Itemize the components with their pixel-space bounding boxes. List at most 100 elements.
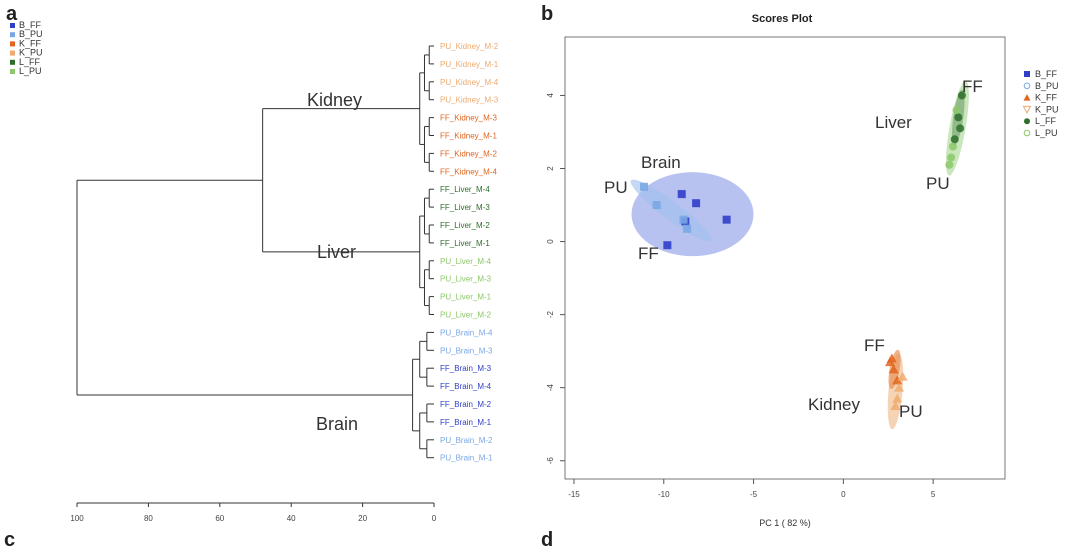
plot-frame (564, 36, 1006, 480)
cluster-label-liver: Liver (317, 242, 356, 262)
point-K_PU (897, 371, 908, 381)
leaf-label: FF_Liver_M-4 (440, 185, 490, 194)
point-K_PU (890, 400, 901, 410)
dendro-tick-label: 60 (215, 514, 224, 523)
scores-plot: Scores Plot -15 -10 -5 0 5 4 2 0 -2 -4 -6 PC 1 ( 82 … (546, 13, 1059, 528)
leaf-label: PU_Liver_M-2 (440, 311, 492, 320)
annotation-liver-pu: PU (926, 174, 950, 193)
legend-marker-K_PU (10, 50, 15, 56)
cluster-label-brain: Brain (316, 414, 358, 434)
legend-label-B_FF: B_FF (19, 20, 42, 30)
dendrogram: B_FFB_PUK_FFK_PUL_FFL_PU PU_Kidney_M-2 PU_… (10, 20, 499, 523)
leaf-label: FF_Liver_M-1 (440, 239, 490, 248)
legend-marker-B_FF (1024, 71, 1030, 77)
point-B_FF (663, 241, 672, 250)
point-B_FF (692, 199, 701, 208)
leaf-label: PU_Kidney_M-1 (440, 60, 499, 69)
y-tick-label: 4 (546, 93, 555, 98)
point-B_PU (679, 215, 688, 224)
leaf-label: FF_Brain_M-1 (440, 418, 492, 427)
x-tick-label: 0 (841, 490, 846, 499)
legend-label-B_PU: B_PU (19, 29, 43, 39)
annotation-kidney-ff: FF (864, 336, 885, 355)
dendro-tick-label: 80 (144, 514, 153, 523)
x-tick-label: 5 (931, 490, 936, 499)
scores-legend-label-L_PU: L_PU (1035, 128, 1058, 138)
annotation-kidney-pu: PU (899, 402, 923, 421)
y-tick-label: -6 (546, 457, 555, 465)
point-L_PU (948, 142, 957, 151)
legend-label-L_FF: L_FF (19, 57, 41, 67)
legend-label-L_PU: L_PU (19, 66, 42, 76)
x-tick-label: -10 (658, 490, 670, 499)
leaf-label: PU_Brain_M-1 (440, 454, 493, 463)
point-K_PU (892, 393, 903, 403)
legend-marker-L_FF (10, 59, 15, 65)
dendro-tick-label: 20 (358, 514, 367, 523)
point-L_FF (954, 113, 963, 122)
scores-legend-label-B_PU: B_PU (1035, 81, 1059, 91)
point-L_FF (950, 135, 959, 144)
leaf-label: FF_Kidney_M-1 (440, 132, 497, 141)
point-L_PU (945, 160, 954, 169)
leaf-label: PU_Liver_M-3 (440, 275, 492, 284)
point-L_PU (952, 106, 961, 115)
leaf-label: FF_Brain_M-3 (440, 364, 492, 373)
leaf-label: PU_Brain_M-4 (440, 328, 493, 337)
dendro-tick-label: 0 (432, 514, 437, 523)
y-tick-label: 2 (546, 166, 555, 171)
point-K_FF (892, 375, 903, 385)
y-tick-label: -4 (546, 384, 555, 392)
leaf-label: PU_Kidney_M-4 (440, 78, 499, 87)
annotation-brain: Brain (641, 153, 681, 172)
scores-legend-label-L_FF: L_FF (1035, 116, 1057, 126)
point-L_PU (947, 153, 956, 162)
legend-marker-K_FF (10, 41, 15, 47)
leaf-label: FF_Brain_M-2 (440, 400, 492, 409)
legend-marker-B_PU (10, 32, 15, 38)
cluster-label-kidney: Kidney (307, 90, 362, 110)
leaf-label: FF_Brain_M-4 (440, 382, 492, 391)
legend-marker-L_PU (10, 69, 15, 74)
leaf-label: FF_Kidney_M-3 (440, 114, 497, 123)
annotation-kidney: Kidney (808, 395, 860, 414)
leaf-label: FF_Kidney_M-2 (440, 149, 497, 158)
legend-marker-K_PU (1022, 105, 1032, 114)
point-L_FF (957, 91, 966, 100)
point-K_PU (894, 382, 905, 392)
x-tick-label: -15 (568, 490, 580, 499)
panel-letter-c: c (4, 529, 15, 551)
leaf-label: FF_Liver_M-2 (440, 221, 490, 230)
point-B_FF (722, 215, 731, 224)
leaf-label: PU_Kidney_M-2 (440, 42, 499, 51)
leaf-label: PU_Brain_M-3 (440, 346, 493, 355)
leaf-label: FF_Liver_M-3 (440, 203, 490, 212)
legend-label-K_FF: K_FF (19, 38, 42, 48)
point-B_PU (652, 201, 661, 210)
scores-plot-title: Scores Plot (752, 13, 813, 25)
y-tick-label: 0 (546, 239, 555, 244)
legend-marker-B_PU (1023, 82, 1031, 90)
point-L_FF (956, 124, 965, 133)
legend-marker-B_FF (10, 23, 15, 28)
panel-letter-d: d (541, 529, 553, 551)
point-K_FF (888, 364, 899, 374)
point-B_PU (640, 182, 649, 191)
y-tick-label: -2 (546, 311, 555, 319)
annotation-brain-pu: PU (604, 178, 628, 197)
scores-legend-label-K_FF: K_FF (1035, 93, 1058, 103)
x-axis-label: PC 1 ( 82 %) (759, 518, 811, 528)
point-B_FF (677, 190, 686, 199)
annotation-liver: Liver (875, 113, 912, 132)
leaf-label: PU_Kidney_M-3 (440, 96, 499, 105)
x-tick-label: -5 (750, 490, 758, 499)
scores-legend-label-K_PU: K_PU (1035, 104, 1059, 114)
point-K_FF (886, 353, 897, 363)
dendro-tick-label: 100 (70, 514, 84, 523)
scores-legend-label-B_FF: B_FF (1035, 69, 1058, 79)
leaf-label: PU_Liver_M-4 (440, 257, 492, 266)
leaf-label: FF_Kidney_M-4 (440, 167, 497, 176)
legend-marker-L_FF (1024, 118, 1030, 125)
leaf-label: PU_Liver_M-1 (440, 293, 492, 302)
